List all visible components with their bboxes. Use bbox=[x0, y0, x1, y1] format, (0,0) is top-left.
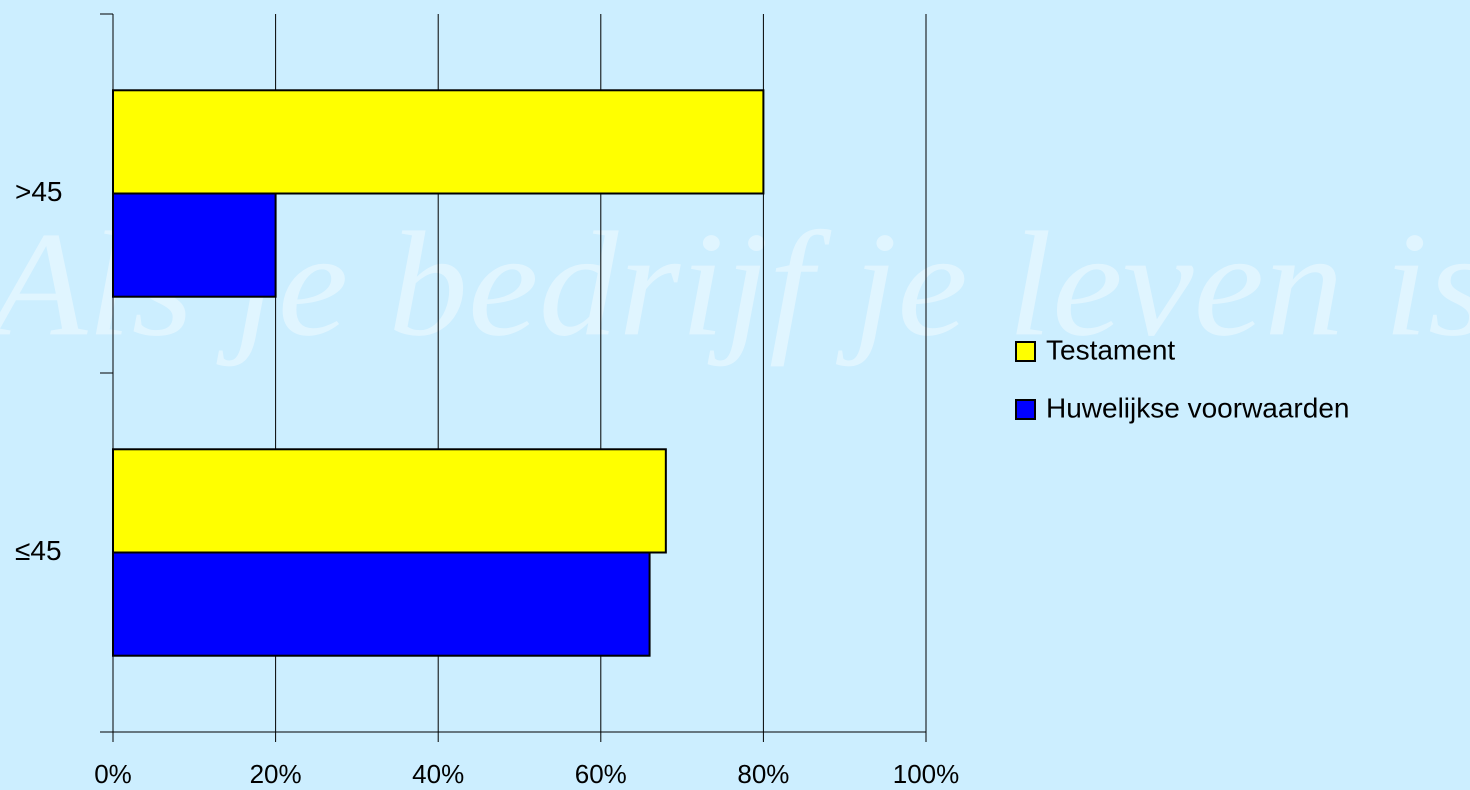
y-tick-label: >45 bbox=[15, 176, 63, 207]
y-tick-label: ≤45 bbox=[15, 535, 62, 566]
bar bbox=[112, 551, 651, 657]
legend-label: Testament bbox=[1046, 334, 1175, 365]
legend-swatch bbox=[1015, 399, 1036, 420]
x-tick-label: 0% bbox=[94, 759, 132, 789]
x-tick-label: 20% bbox=[250, 759, 302, 789]
x-tick-label: 40% bbox=[412, 759, 464, 789]
bar bbox=[112, 192, 277, 298]
x-tick-label: 60% bbox=[575, 759, 627, 789]
legend-label: Huwelijkse voorwaarden bbox=[1046, 392, 1349, 423]
x-tick-label: 100% bbox=[893, 759, 960, 789]
x-tick-label: 80% bbox=[737, 759, 789, 789]
legend-swatch bbox=[1015, 341, 1036, 362]
bar bbox=[112, 448, 667, 554]
bar bbox=[112, 89, 765, 195]
